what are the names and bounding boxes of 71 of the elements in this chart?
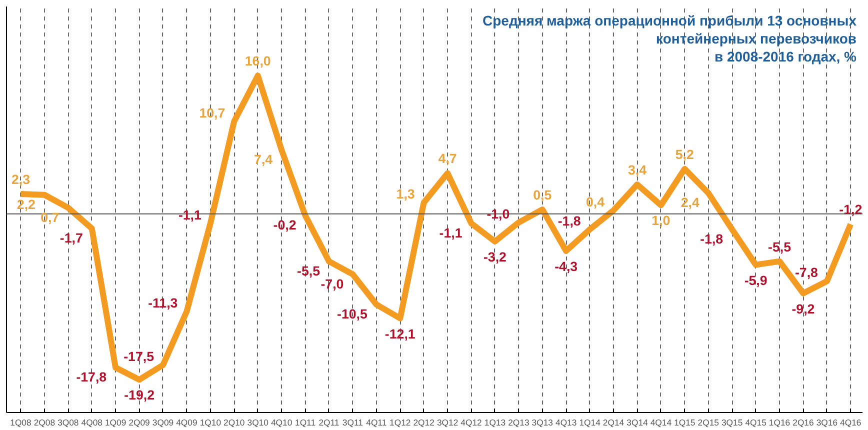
- x-tick-label: 3Q14: [626, 418, 648, 428]
- x-tick-label: 4Q11: [366, 418, 387, 428]
- data-label: 0,7: [40, 210, 60, 225]
- x-tick-label: 2Q08: [34, 418, 56, 428]
- x-tick-label: 3Q16: [816, 418, 838, 428]
- x-tick-label: 3Q09: [152, 418, 174, 428]
- data-label: -12,1: [384, 326, 416, 342]
- data-label: 16,0: [244, 54, 271, 69]
- data-label: -17,8: [76, 370, 107, 385]
- x-tick-label: 1Q12: [390, 418, 411, 428]
- data-label: -10,5: [337, 306, 368, 322]
- x-tick-label: 4Q13: [556, 418, 577, 428]
- x-tick-label: 2Q10: [224, 418, 245, 428]
- data-label: -1,7: [60, 230, 83, 246]
- x-tick-label: 2Q12: [413, 418, 435, 428]
- x-tick-label: 3Q13: [532, 418, 554, 428]
- x-tick-label: 3Q11: [342, 418, 364, 428]
- data-label: 4,7: [438, 151, 457, 166]
- x-tick-label: 1Q09: [104, 418, 126, 428]
- data-label: 5,2: [675, 146, 694, 162]
- data-label: -4,3: [554, 258, 578, 274]
- data-label: 1,0: [652, 213, 670, 228]
- data-label: -0,2: [273, 218, 296, 233]
- x-tick-label: 4Q15: [745, 418, 767, 428]
- data-label: 3,4: [628, 162, 648, 178]
- x-tick-label: 4Q14: [650, 418, 672, 428]
- x-tick-label: 1Q10: [200, 418, 222, 428]
- x-tick-label: 4Q09: [176, 418, 198, 428]
- data-label: -17,5: [124, 348, 155, 364]
- data-label: 0,4: [586, 194, 606, 210]
- data-label: 2,2: [16, 196, 36, 212]
- x-tick-label: 1Q15: [674, 418, 696, 428]
- data-label: 2,3: [11, 172, 30, 187]
- x-tick-label: 3Q08: [58, 418, 79, 428]
- x-tick-label: 1Q14: [579, 418, 601, 428]
- x-tick-label: 3Q10: [247, 418, 269, 428]
- x-tick-label: 4Q10: [270, 418, 292, 428]
- data-label: -7,8: [794, 265, 818, 280]
- data-label: 1,3: [396, 186, 415, 202]
- text: Средняя маржа операционной прибыли 13 основных контейнерных перевозчиков в 2008-2016 годах, %: [482, 12, 858, 64]
- data-label: -1,2: [839, 202, 862, 218]
- x-tick-label: 4Q08: [81, 418, 103, 428]
- data-label: -1,1: [439, 225, 463, 240]
- x-tick-label: 2Q15: [698, 418, 720, 428]
- x-tick-label: 1Q08: [10, 418, 32, 428]
- x-tick-label: 2Q11: [318, 418, 340, 428]
- x-tick-label: 1Q13: [484, 418, 506, 428]
- data-label: -5,5: [768, 239, 792, 254]
- data-label: -11,3: [148, 295, 178, 310]
- x-tick-label: 1Q16: [768, 418, 790, 428]
- data-label: -7,0: [320, 276, 344, 292]
- data-label: 2,4: [680, 195, 700, 210]
- data-label: -1,8: [700, 231, 724, 246]
- data-label: 0,5: [533, 188, 552, 202]
- x-tick-label: 1Q11: [295, 418, 316, 428]
- data-label: -9,2: [792, 301, 815, 316]
- x-tick-label: 3Q12: [436, 418, 458, 428]
- x-tick-label: 3Q15: [721, 418, 743, 428]
- x-tick-label: 2Q09: [128, 418, 150, 428]
- data-label: -3,2: [483, 249, 506, 264]
- data-label: -19,2: [124, 388, 154, 403]
- x-tick-label: 2Q13: [508, 418, 530, 428]
- data-label: -1,8: [558, 213, 581, 228]
- x-tick-label: 4Q16: [840, 418, 862, 428]
- data-label: 7,4: [254, 152, 274, 167]
- data-label: -5,5: [297, 263, 321, 278]
- x-tick-label: 2Q14: [602, 418, 624, 428]
- data-label: 10,7: [199, 105, 226, 120]
- x-tick-label: 2Q16: [792, 418, 814, 428]
- data-label: -5,9: [744, 272, 768, 288]
- x-tick-label: 4Q12: [460, 418, 482, 428]
